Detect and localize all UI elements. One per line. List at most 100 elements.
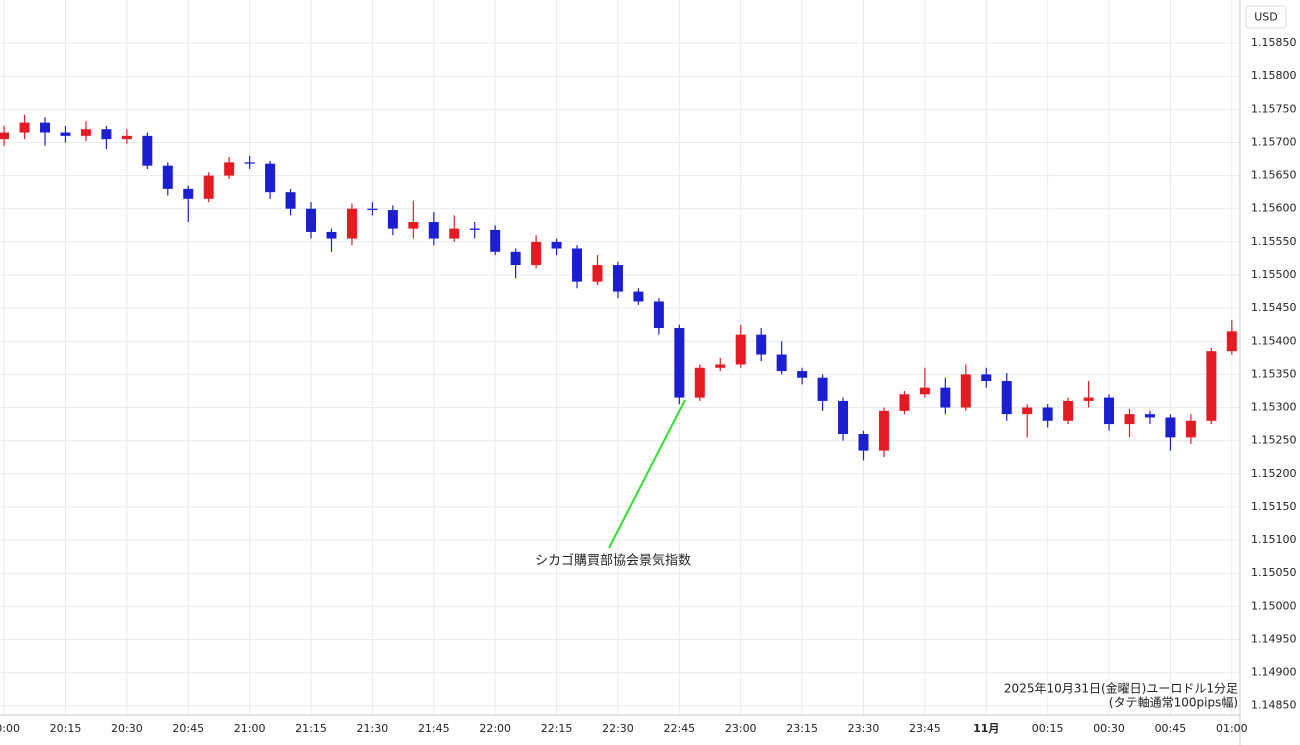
- candle-body: [735, 334, 746, 365]
- candle-body: [940, 387, 951, 408]
- annotation: シカゴ購買部協会景気指数: [535, 553, 691, 569]
- currency-box: [1245, 5, 1287, 29]
- x-tick-label: 21:15: [295, 722, 327, 735]
- y-tick-label: 1.15300: [1251, 401, 1297, 414]
- candle-body: [653, 301, 664, 329]
- y-tick-label: 1.15000: [1251, 599, 1297, 612]
- candle-body: [1206, 351, 1217, 421]
- y-tick-label: 1.14850: [1251, 699, 1297, 712]
- x-tick-label: 20:45: [172, 722, 204, 735]
- candle-body: [387, 210, 398, 229]
- caption: 2025年10月31日(金曜日)ユーロドル1分足: [1004, 681, 1238, 696]
- candle-body: [1083, 397, 1094, 401]
- x-tick-label: 01:00: [1216, 722, 1248, 735]
- x-tick-label: 23:00: [725, 722, 757, 735]
- candle-body: [80, 129, 91, 136]
- x-tick-label: 21:45: [418, 722, 450, 735]
- y-tick-label: 1.15550: [1251, 235, 1297, 248]
- x-tick-label: 00:30: [1093, 722, 1125, 735]
- x-tick-label: 23:45: [909, 722, 941, 735]
- candle-body: [572, 248, 583, 282]
- candle-body: [306, 208, 317, 232]
- y-tick-label: 1.15250: [1251, 434, 1297, 447]
- candle-body: [551, 241, 562, 249]
- candle-body: [1124, 414, 1135, 425]
- y-tick-label: 1.15200: [1251, 467, 1297, 480]
- x-tick-label: 00:15: [1032, 722, 1064, 735]
- candle-body: [531, 241, 542, 266]
- x-tick-label: 21:00: [234, 722, 266, 735]
- candle-body: [899, 394, 910, 411]
- candle-body: [633, 291, 644, 302]
- candle-body: [960, 374, 971, 408]
- x-tick-label: 00:45: [1155, 722, 1187, 735]
- candle-body: [817, 377, 828, 401]
- y-tick-label: 1.15400: [1251, 334, 1297, 347]
- y-tick-label: 1.15100: [1251, 533, 1297, 546]
- candle-body: [838, 400, 849, 435]
- x-tick-label: 22:30: [602, 722, 634, 735]
- candle-body: [428, 221, 439, 239]
- candle-body: [1144, 414, 1155, 418]
- candle-body: [60, 132, 71, 136]
- candle-body: [265, 163, 276, 193]
- y-tick-label: 1.15650: [1251, 169, 1297, 182]
- y-tick-label: 1.15700: [1251, 135, 1297, 148]
- y-tick-label: 1.15850: [1251, 36, 1297, 49]
- candle-body: [183, 188, 194, 199]
- y-tick-label: 1.15350: [1251, 367, 1297, 380]
- candle-body: [919, 387, 930, 395]
- candle-body: [449, 228, 460, 239]
- y-tick-label: 1.15050: [1251, 566, 1297, 579]
- y-tick-label: 1.15600: [1251, 202, 1297, 215]
- candle-body: [878, 410, 889, 451]
- candle-body: [858, 434, 869, 451]
- x-tick-label: 22:00: [479, 722, 511, 735]
- candle-body: [1185, 420, 1196, 438]
- candle-body: [469, 228, 480, 230]
- candle-body: [797, 371, 808, 378]
- candle-body: [0, 132, 10, 140]
- y-tick-label: 1.14950: [1251, 632, 1297, 645]
- x-tick-label: 20:00: [0, 722, 20, 735]
- candle-body: [224, 162, 235, 176]
- y-tick-label: 1.15800: [1251, 69, 1297, 82]
- x-tick-label: 21:30: [357, 722, 389, 735]
- candle-body: [142, 135, 153, 166]
- x-tick-label: 23:30: [848, 722, 880, 735]
- candle-body: [285, 192, 296, 209]
- y-tick-label: 1.14900: [1251, 666, 1297, 679]
- x-tick-label: 23:15: [786, 722, 818, 735]
- candle-body: [203, 175, 214, 199]
- grid: [0, 0, 1240, 715]
- candle-body: [408, 221, 419, 229]
- candles: [0, 114, 1237, 461]
- x-tick-label: 20:30: [111, 722, 143, 735]
- candle-body: [510, 251, 521, 266]
- candle-body: [490, 229, 501, 252]
- candle-body: [674, 328, 685, 398]
- candle-body: [346, 208, 357, 239]
- candle-body: [1042, 407, 1053, 421]
- y-tick-label: 1.15450: [1251, 301, 1297, 314]
- candle-body: [981, 374, 992, 382]
- candle-body: [1226, 331, 1237, 352]
- y-tick-label: 1.15500: [1251, 268, 1297, 281]
- candle-body: [162, 165, 173, 189]
- candle-body: [1001, 381, 1012, 415]
- x-tick-label: 20:15: [50, 722, 82, 735]
- currency: USD: [1254, 11, 1278, 24]
- candle-body: [367, 208, 378, 211]
- x-tick-label: 22:45: [663, 722, 695, 735]
- candle-body: [121, 135, 132, 140]
- candle-body: [612, 265, 623, 292]
- x-tick-label: 22:15: [541, 722, 573, 735]
- candle-body: [592, 265, 603, 282]
- caption-note: (タテ軸通常100pips幅): [1109, 695, 1238, 710]
- candle-body: [715, 364, 726, 368]
- candle-body: [40, 122, 51, 133]
- candle-body: [1165, 417, 1176, 438]
- candle-body: [19, 122, 30, 133]
